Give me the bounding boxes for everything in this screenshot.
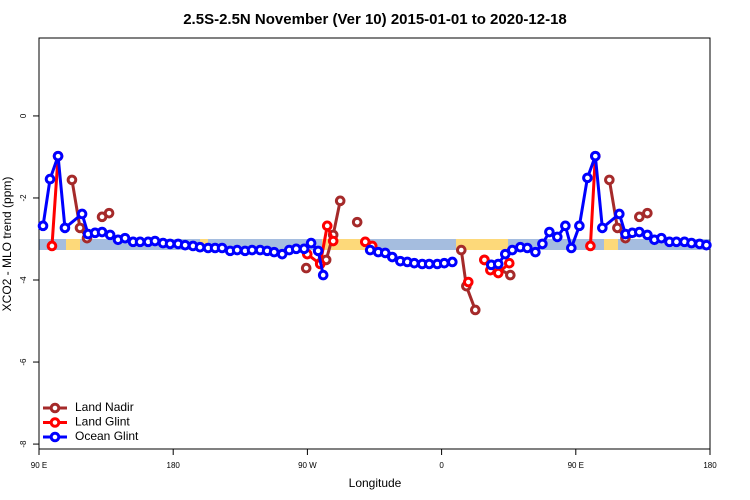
point [231,244,243,256]
point [438,257,450,269]
point [321,220,333,232]
point [506,244,518,256]
point [634,226,645,238]
point [642,207,653,219]
point [686,237,697,249]
x-tick-label: 90 W [298,461,317,470]
point [634,211,645,223]
point [590,150,601,162]
point [44,173,56,185]
point [364,244,376,256]
point [503,257,515,269]
point [469,304,481,316]
point [537,238,548,250]
point [544,226,555,238]
point [574,220,585,232]
y-tick-label: 0 [19,113,28,118]
point [479,254,490,266]
point [409,257,420,269]
point [66,174,78,186]
point [462,276,474,288]
point [566,242,577,254]
point [298,243,310,255]
point [103,207,115,219]
point [246,244,258,256]
y-tick-label: -8 [19,440,28,448]
point [423,258,435,270]
point [552,231,563,243]
point [455,244,467,256]
land-band [66,239,80,250]
point [74,222,86,234]
point [334,195,346,207]
point [522,242,533,254]
point [642,229,653,241]
point [96,226,108,238]
point [505,269,516,281]
point [164,238,176,250]
point [612,222,623,234]
legend-marker [49,417,61,428]
point [37,220,49,232]
point [671,236,682,248]
point [194,241,206,253]
point [701,239,712,251]
point [604,174,615,186]
point [134,236,146,248]
point [268,246,280,258]
point [597,222,608,234]
point [305,237,317,249]
land-band [322,239,366,250]
point [312,245,324,257]
point [46,240,58,252]
x-tick-label: 0 [439,461,444,470]
point [492,258,504,270]
y-tick-label: -6 [19,358,28,366]
legend-label: Land Nadir [75,400,134,414]
chart-title: 2.5S-2.5N November (Ver 10) 2015-01-01 t… [183,11,567,28]
point [614,208,625,220]
point [656,232,667,244]
point [327,235,339,247]
x-tick-label: 180 [703,461,717,470]
legend-marker [49,431,61,443]
land-band [604,239,618,250]
point [585,240,596,252]
point [119,232,131,244]
y-tick-label: -4 [19,276,28,284]
point [351,216,363,228]
y-tick-label: -2 [19,194,28,202]
point [582,172,593,184]
point [52,150,64,162]
legend-marker [49,402,61,414]
x-tick-label: 90 E [568,461,584,470]
point [492,267,504,279]
x-tick-label: 180 [167,461,181,470]
point [179,239,191,251]
point [560,220,571,232]
point [59,222,71,234]
point [216,242,228,254]
legend-label: Land Glint [75,415,130,429]
y-axis-label: XCO2 - MLO trend (ppm) [0,177,14,312]
point [530,246,541,258]
series-line [41,155,707,276]
land-band [456,239,508,250]
point [300,262,312,274]
point [149,235,161,247]
x-tick-label: 90 E [31,461,47,470]
x-axis-label: Longitude [349,476,402,490]
point [76,208,88,220]
point [447,256,458,268]
legend-label: Ocean Glint [75,429,139,443]
point [104,229,116,241]
point [317,269,329,281]
point [386,251,398,263]
